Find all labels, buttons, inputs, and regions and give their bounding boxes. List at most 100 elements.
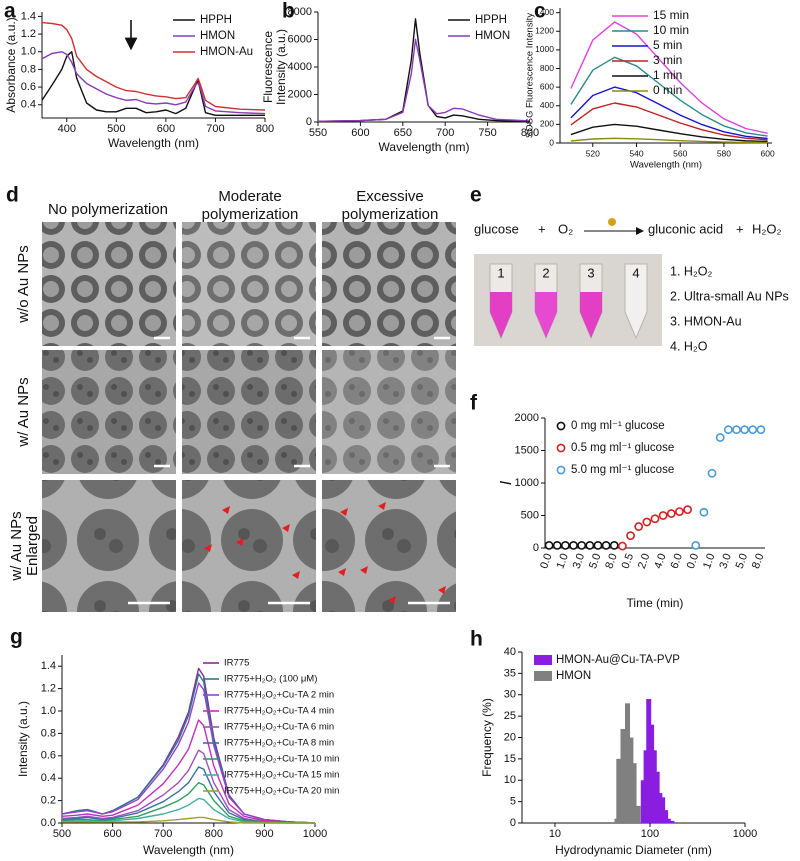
legend-label: IR775+H₂O₂+Cu-TA 8 min bbox=[224, 738, 334, 749]
equation-term: glucose bbox=[474, 221, 519, 236]
data-point bbox=[675, 507, 684, 516]
y-tick-label: 35 bbox=[504, 667, 516, 679]
column-header: Moderate bbox=[218, 188, 281, 205]
legend-label: HMON-Au bbox=[200, 46, 253, 58]
legend-label: 5.0 mg ml⁻¹ glucose bbox=[571, 464, 674, 476]
x-tick-label: 600 bbox=[761, 148, 775, 158]
equation-term: gluconic acid bbox=[648, 221, 723, 236]
series-line bbox=[41, 51, 265, 116]
tem-image bbox=[182, 222, 316, 346]
x-tick-label: 600 bbox=[103, 828, 121, 840]
y-tick-label: 2000 bbox=[288, 88, 312, 100]
legend-item: 2. Ultra-small Au NPs bbox=[670, 289, 789, 303]
bar bbox=[660, 797, 666, 823]
legend-label: 15 min bbox=[653, 8, 689, 22]
series-line bbox=[570, 102, 768, 141]
x-tick-label: 100 bbox=[641, 828, 659, 840]
x-tick-label: 750 bbox=[478, 127, 496, 139]
y-axis-label: Intensity (a.u.) bbox=[274, 29, 288, 105]
legend-label: HPPH bbox=[475, 14, 507, 26]
x-tick-label: 800 bbox=[205, 828, 223, 840]
x-tick-label: 1.0 bbox=[701, 552, 718, 570]
x-tick-label: 2.0 bbox=[636, 552, 653, 570]
data-point bbox=[666, 509, 676, 518]
y-tick-label: 800 bbox=[540, 63, 554, 73]
x-tick-label: 400 bbox=[58, 123, 76, 135]
equation-term: H₂O₂ bbox=[752, 221, 782, 236]
y-tick-label: 5 bbox=[510, 796, 516, 808]
x-tick-label: 0.0 bbox=[538, 552, 555, 570]
legend-item: 3. HMON-Au bbox=[670, 314, 742, 328]
tem-image bbox=[42, 222, 176, 346]
y-axis-label: SOSG Fluorescence Intensity bbox=[525, 13, 536, 138]
scale-bars bbox=[128, 336, 450, 605]
bar bbox=[643, 750, 649, 823]
tube-label: 3 bbox=[587, 265, 594, 280]
x-tick-label: 500 bbox=[53, 828, 71, 840]
legend-item: 4. H₂O bbox=[670, 339, 708, 353]
series-line bbox=[61, 749, 316, 824]
y-tick-label: 1500 bbox=[515, 444, 539, 456]
x-tick-label: 600 bbox=[157, 123, 175, 135]
y-tick-label: 1.4 bbox=[41, 660, 56, 672]
y-tick-label: 20 bbox=[504, 731, 516, 743]
data-point bbox=[740, 425, 750, 435]
legend-label: IR775+H₂O₂+Cu-TA 20 min bbox=[224, 786, 339, 797]
legend-label: IR775+H₂O₂+Cu-TA 4 min bbox=[224, 706, 334, 717]
bar bbox=[628, 737, 634, 823]
series-line bbox=[41, 51, 266, 115]
y-tick-label: 25 bbox=[504, 710, 516, 722]
x-axis-label: Wavelength (nm) bbox=[143, 843, 234, 857]
y-tick-label: 1200 bbox=[535, 26, 554, 36]
y-tick-label: 1.4 bbox=[21, 10, 36, 22]
legend-label: HPPH bbox=[200, 14, 232, 26]
bar bbox=[663, 810, 669, 823]
series-line bbox=[62, 816, 315, 824]
bar bbox=[635, 805, 641, 823]
x-tick-label: 600 bbox=[351, 127, 369, 139]
series-line bbox=[61, 682, 316, 824]
y-tick-label: 500 bbox=[521, 509, 539, 521]
x-tick-label: 1.0 bbox=[554, 552, 571, 570]
data-point bbox=[634, 522, 644, 531]
y-tick-label: 1.0 bbox=[21, 46, 36, 58]
data-point bbox=[756, 425, 766, 435]
x-tick-label: 500 bbox=[107, 123, 125, 135]
y-tick-label: 1.2 bbox=[41, 683, 56, 695]
tube-label: 2 bbox=[542, 265, 549, 280]
y-tick-label: 1400 bbox=[535, 7, 554, 17]
y-tick-label: 2000 bbox=[515, 412, 539, 424]
series-line bbox=[570, 21, 768, 134]
bar bbox=[665, 818, 671, 823]
x-axis-label: Wavelength (nm) bbox=[379, 140, 470, 154]
y-tick-label: 0.8 bbox=[21, 63, 36, 75]
y-tick-label: 0.6 bbox=[41, 750, 56, 762]
data-point bbox=[650, 514, 660, 524]
data-point bbox=[593, 541, 603, 550]
x-tick-label: 650 bbox=[394, 127, 412, 139]
y-tick-label: 6000 bbox=[288, 33, 312, 45]
x-tick-label: 5.0 bbox=[734, 552, 751, 570]
bar bbox=[654, 771, 660, 823]
data-point bbox=[658, 511, 668, 520]
x-tick-label: 3.0 bbox=[571, 552, 588, 570]
au-particle bbox=[608, 218, 616, 226]
legend-swatch bbox=[556, 443, 566, 453]
y-tick-label: 8000 bbox=[288, 6, 312, 18]
series-line bbox=[61, 766, 316, 824]
x-tick-label: 1000 bbox=[733, 828, 757, 840]
data-point bbox=[609, 541, 619, 550]
y-tick-label: 1.2 bbox=[21, 28, 36, 40]
au-markers bbox=[204, 502, 446, 604]
tem-image bbox=[42, 350, 176, 474]
y-tick-label: 1.0 bbox=[41, 705, 56, 717]
bar bbox=[624, 703, 630, 823]
bar bbox=[631, 763, 637, 823]
tem-image bbox=[322, 350, 456, 474]
x-tick-label: 8.0 bbox=[750, 552, 767, 570]
panel-letter: e bbox=[470, 184, 482, 207]
legend-swatch bbox=[556, 465, 566, 475]
series-line bbox=[61, 782, 315, 824]
legend-label: IR775 bbox=[224, 658, 249, 669]
